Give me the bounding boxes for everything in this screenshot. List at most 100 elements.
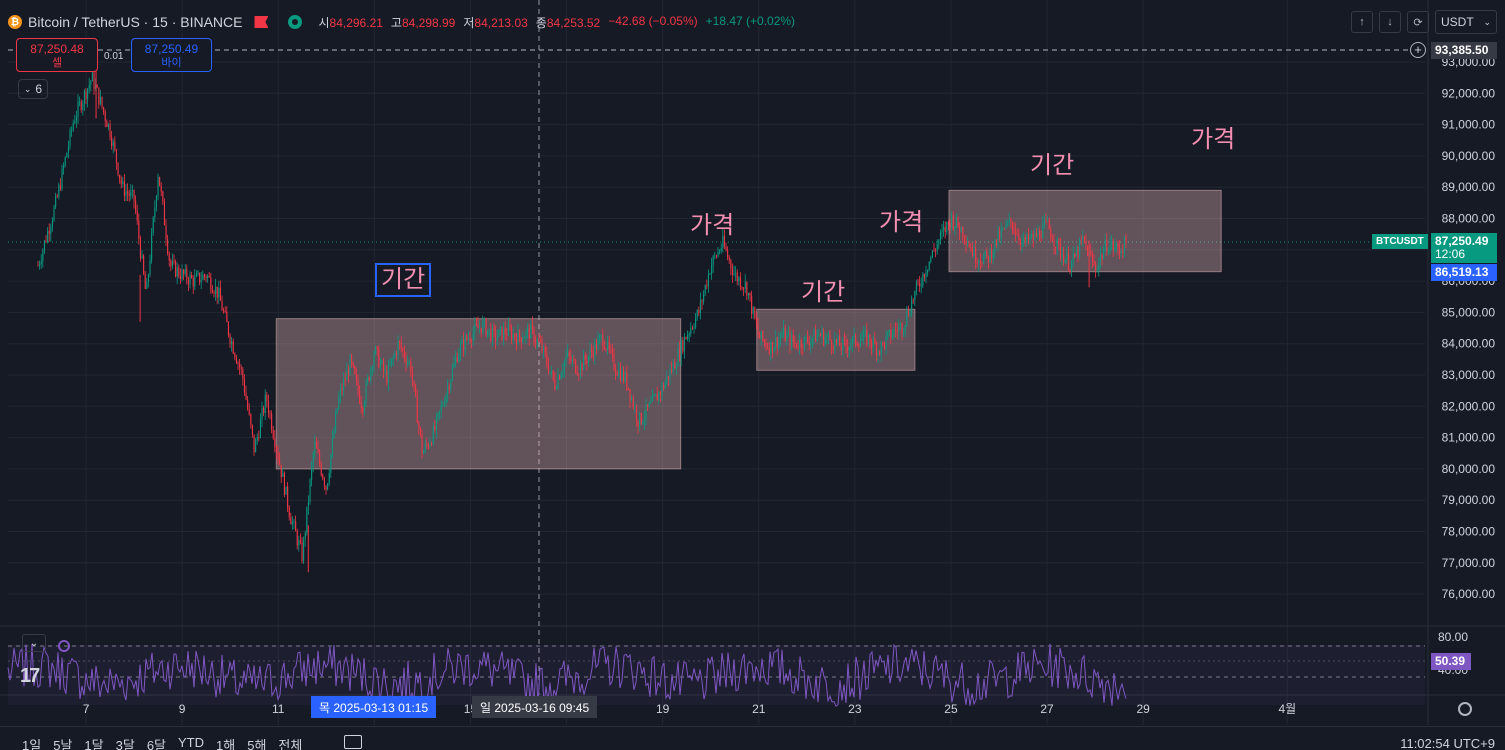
- candle-body: [624, 372, 626, 382]
- arrow-down-icon[interactable]: ↓: [1379, 11, 1401, 33]
- candle-body: [946, 221, 948, 232]
- timeframe-5y[interactable]: 5해: [247, 738, 267, 750]
- candle: [243, 374, 245, 397]
- candle: [1104, 233, 1106, 253]
- candle-body: [64, 157, 66, 166]
- sell-button[interactable]: 87,250.48 셀: [16, 38, 98, 72]
- candle: [370, 366, 372, 386]
- candle-body: [285, 486, 287, 495]
- candle-body: [607, 341, 609, 350]
- candle: [608, 335, 610, 354]
- candle: [911, 295, 913, 318]
- candle: [96, 84, 98, 88]
- arrow-up-icon[interactable]: ↑: [1351, 11, 1373, 33]
- top-price-tag: 93,385.50: [1431, 42, 1497, 59]
- candle: [280, 464, 282, 484]
- candle: [58, 182, 60, 200]
- candle: [541, 335, 543, 354]
- candle-body: [650, 401, 652, 404]
- candle: [869, 334, 871, 350]
- timeframe-5d[interactable]: 5날: [53, 738, 73, 750]
- candle-body: [53, 207, 55, 221]
- candle-body: [466, 335, 468, 340]
- candle: [810, 335, 812, 354]
- candle-body: [315, 441, 317, 449]
- candle: [487, 330, 489, 339]
- candle: [1122, 243, 1124, 259]
- candle-body: [842, 339, 844, 350]
- candle-body: [317, 448, 319, 453]
- candle: [83, 88, 85, 111]
- candle: [152, 216, 154, 236]
- currency-select[interactable]: USDT ⌄: [1435, 10, 1497, 34]
- candle-body: [643, 418, 645, 423]
- candle-body: [967, 244, 969, 245]
- candle-body: [1069, 269, 1071, 271]
- symbol-title[interactable]: Bitcoin / TetherUS · 15 · BINANCE: [28, 14, 243, 30]
- timeframe-all[interactable]: 전체: [278, 738, 303, 750]
- candle-body: [531, 323, 533, 329]
- annotation-price-1[interactable]: 가격: [690, 212, 735, 239]
- candle-body: [571, 359, 573, 362]
- candle: [627, 387, 629, 391]
- rsi-collapse-button[interactable]: ⌄: [22, 634, 46, 652]
- candle-body: [560, 373, 562, 379]
- candle: [1058, 238, 1060, 250]
- candle-body: [728, 257, 730, 260]
- candle: [215, 278, 217, 301]
- candle: [1023, 231, 1025, 248]
- candle: [101, 96, 103, 110]
- gear-icon[interactable]: [1458, 702, 1472, 716]
- buy-button[interactable]: 87,250.49 바이: [131, 38, 212, 72]
- candle: [579, 359, 581, 379]
- flag-icon[interactable]: [254, 16, 269, 28]
- candle: [47, 227, 49, 244]
- calendar-icon[interactable]: [344, 735, 362, 749]
- annotation-period-2[interactable]: 기간: [801, 279, 846, 306]
- candle-body: [455, 357, 457, 363]
- price-tick-label: 79,000.00: [1442, 493, 1496, 507]
- time-tick-label: 27: [1040, 702, 1054, 716]
- candle: [378, 345, 380, 369]
- candle: [890, 323, 892, 344]
- candle-body: [683, 337, 685, 352]
- candle-body: [1058, 238, 1060, 245]
- annotation-period-3[interactable]: 기간: [1030, 152, 1075, 179]
- annotation-price-3[interactable]: 가격: [1191, 126, 1236, 153]
- candle-body: [200, 279, 202, 283]
- timeframe-1d[interactable]: 1일: [22, 738, 42, 750]
- candle: [831, 339, 833, 355]
- timeframe-1m[interactable]: 1달: [84, 738, 104, 750]
- candle-body: [275, 447, 277, 452]
- candle-body: [599, 336, 601, 339]
- candle: [133, 189, 135, 209]
- candle-body: [781, 334, 783, 337]
- candle: [359, 384, 361, 405]
- candle-body: [378, 348, 380, 368]
- candle-body: [659, 392, 661, 395]
- candle: [367, 374, 369, 385]
- candle-body: [480, 327, 482, 333]
- candle-body: [101, 96, 103, 108]
- plus-icon[interactable]: +: [1410, 42, 1426, 58]
- candle-body: [1085, 241, 1087, 246]
- timeframe-3m[interactable]: 3달: [115, 738, 135, 750]
- candle-body: [1080, 240, 1082, 241]
- annotation-price-2[interactable]: 가격: [879, 209, 924, 236]
- indicator-toggle[interactable]: ⌄ 6: [18, 79, 48, 99]
- annotation-period-1[interactable]: 기간: [375, 263, 432, 297]
- refresh-icon[interactable]: ⟳: [1407, 11, 1429, 33]
- eye-icon[interactable]: [288, 15, 303, 29]
- candle: [568, 350, 570, 365]
- timeframe-6m[interactable]: 6달: [146, 738, 167, 750]
- candle-body: [319, 452, 321, 464]
- candle-body: [731, 268, 733, 276]
- candle-body: [1087, 245, 1089, 257]
- candle-body: [807, 336, 809, 342]
- candle-body: [63, 165, 65, 169]
- candle-body: [1075, 249, 1077, 257]
- timeframe-1y[interactable]: 1해: [216, 738, 236, 750]
- candle-body: [1007, 222, 1009, 224]
- timeframe-ytd[interactable]: YTD: [178, 735, 205, 750]
